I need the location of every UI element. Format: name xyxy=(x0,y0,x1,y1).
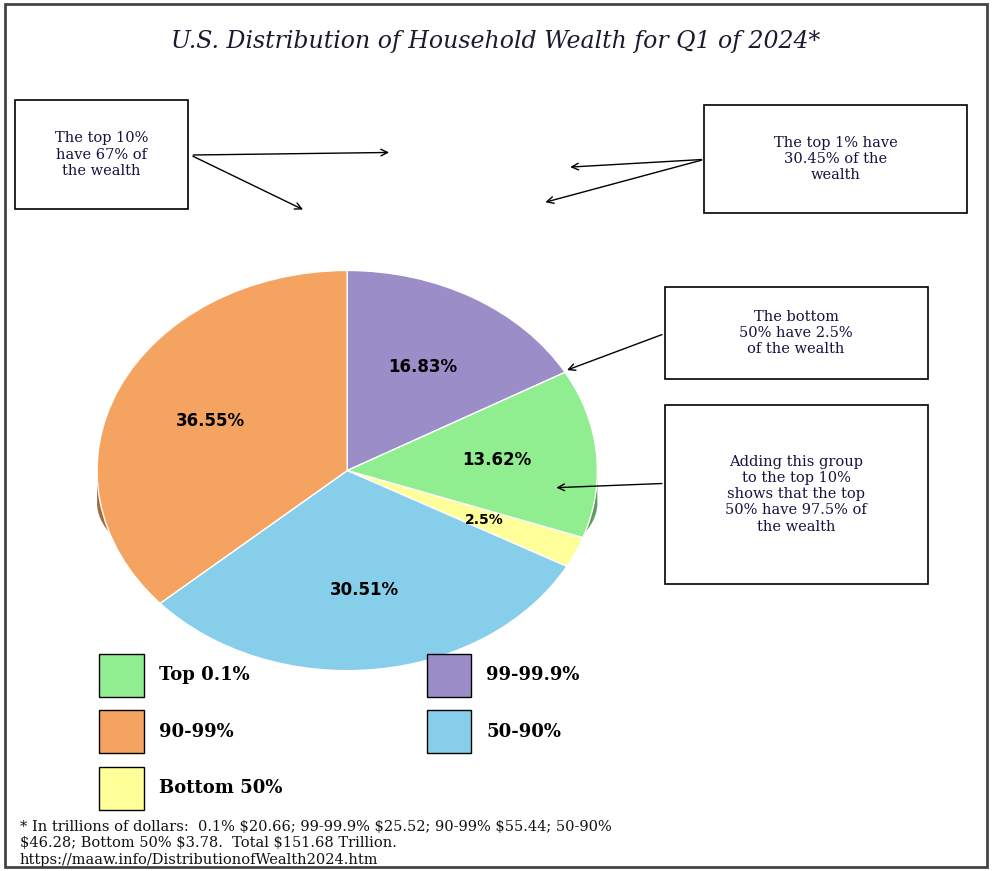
Text: The top 10%
have 67% of
the wealth: The top 10% have 67% of the wealth xyxy=(55,132,149,178)
Text: 50-90%: 50-90% xyxy=(486,723,561,741)
Text: The bottom
50% have 2.5%
of the wealth: The bottom 50% have 2.5% of the wealth xyxy=(739,310,853,356)
Text: * In trillions of dollars:  0.1% $20.66; 99-99.9% $25.52; 90-99% $55.44; 50-90%
: * In trillions of dollars: 0.1% $20.66; … xyxy=(20,820,612,867)
Wedge shape xyxy=(347,372,597,537)
Text: 13.62%: 13.62% xyxy=(462,451,532,469)
Wedge shape xyxy=(347,470,583,566)
Text: The top 1% have
30.45% of the
wealth: The top 1% have 30.45% of the wealth xyxy=(774,136,898,182)
Text: 30.51%: 30.51% xyxy=(329,581,399,599)
Wedge shape xyxy=(347,270,565,470)
Wedge shape xyxy=(160,470,566,671)
Text: 2.5%: 2.5% xyxy=(465,513,504,527)
Wedge shape xyxy=(97,270,347,604)
Text: 36.55%: 36.55% xyxy=(176,412,245,430)
Text: Bottom 50%: Bottom 50% xyxy=(159,780,282,798)
Polygon shape xyxy=(583,470,597,535)
Text: 16.83%: 16.83% xyxy=(388,358,457,376)
Text: 90-99%: 90-99% xyxy=(159,723,233,741)
Text: Top 0.1%: Top 0.1% xyxy=(159,666,249,685)
Polygon shape xyxy=(566,503,583,549)
Text: Adding this group
to the top 10%
shows that the top
50% have 97.5% of
the wealth: Adding this group to the top 10% shows t… xyxy=(725,455,867,534)
Polygon shape xyxy=(97,469,160,566)
Text: 99-99.9%: 99-99.9% xyxy=(486,666,579,685)
Text: U.S. Distribution of Household Wealth for Q1 of 2024*: U.S. Distribution of Household Wealth fo… xyxy=(172,30,820,53)
Polygon shape xyxy=(160,517,566,598)
